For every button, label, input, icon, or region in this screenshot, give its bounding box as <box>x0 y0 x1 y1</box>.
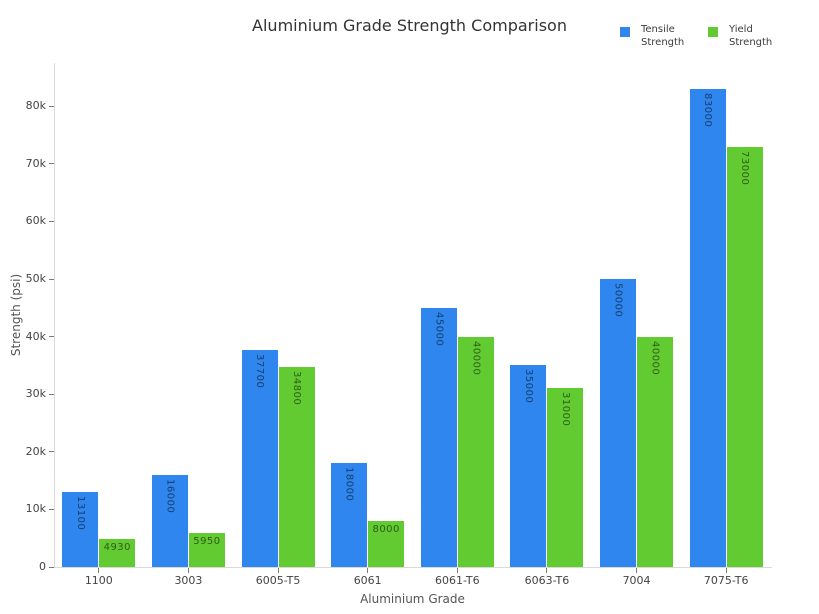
x-tick-mark <box>636 568 638 573</box>
bar-value-label: 83000 <box>702 92 714 128</box>
legend-item-yield-strength[interactable]: Yield Strength <box>708 23 779 49</box>
bar-value-label: 18000 <box>343 467 355 502</box>
bar-yield-strength-6063-T6[interactable] <box>547 388 584 567</box>
legend: Tensile Strength Yield Strength <box>620 23 779 49</box>
bar-tensile-strength-6005-T5[interactable] <box>241 349 278 567</box>
x-tick-mark <box>456 568 458 573</box>
bar-value-label: 45000 <box>433 311 445 347</box>
legend-item-label: Tensile Strength <box>641 24 685 48</box>
bar-value-label: 40000 <box>649 340 661 375</box>
bar-yield-strength-3003[interactable] <box>188 532 225 567</box>
x-tick-label: 6063-T6 <box>524 574 570 587</box>
y-tick-mark <box>49 451 54 453</box>
bar-tensile-strength-6061-T6[interactable] <box>420 307 457 567</box>
bar-value-label: 31000 <box>559 392 571 427</box>
bar-tensile-strength-6061[interactable] <box>331 463 368 567</box>
legend-item-tensile-strength[interactable]: Tensile Strength <box>620 23 691 49</box>
y-tick-label: 60k <box>25 214 46 228</box>
y-tick-mark <box>49 220 54 222</box>
bar-yield-strength-1100[interactable] <box>99 538 136 567</box>
x-tick-label: 6061 <box>353 574 382 587</box>
y-tick-label: 20k <box>25 444 46 458</box>
y-tick-mark <box>49 278 54 280</box>
x-tick-label: 6005-T5 <box>255 574 301 587</box>
x-tick-mark <box>367 568 369 573</box>
x-tick-label: 7004 <box>622 574 651 587</box>
y-axis-title: Strength (psi) <box>9 273 23 357</box>
x-tick-label: 3003 <box>174 574 203 587</box>
bar-tensile-strength-1100[interactable] <box>62 491 99 567</box>
bar-yield-strength-6061-T6[interactable] <box>457 336 494 567</box>
bar-value-label: 5950 <box>193 535 221 547</box>
bar-value-label: 13100 <box>74 495 86 530</box>
x-tick-label: 1100 <box>84 574 113 587</box>
bar-value-label: 34800 <box>291 370 303 405</box>
y-tick-mark <box>49 105 54 107</box>
x-tick-label: 6061-T6 <box>434 574 480 587</box>
y-tick-mark <box>49 163 54 165</box>
chart-title: Aluminium Grade Strength Comparison <box>252 16 567 35</box>
bar-yield-strength-7075-T6[interactable] <box>726 146 763 567</box>
y-tick-mark <box>49 508 54 510</box>
x-tick-mark <box>277 568 279 573</box>
bar-yield-strength-6061[interactable] <box>368 520 405 567</box>
bar-value-label: 50000 <box>612 283 624 318</box>
x-tick-label: 7075-T6 <box>703 574 749 587</box>
y-tick-label: 50k <box>25 272 46 285</box>
plot-area <box>54 63 772 568</box>
bar-value-label: 73000 <box>739 150 751 185</box>
bar-value-label: 37700 <box>254 353 266 389</box>
x-tick-mark <box>187 568 189 573</box>
y-tick-mark <box>49 393 54 395</box>
y-tick-label: 10k <box>25 502 46 516</box>
x-tick-mark <box>98 568 100 573</box>
legend-item-label: Yield Strength <box>729 24 773 48</box>
y-tick-mark <box>49 566 54 568</box>
legend-swatch-tensile-strength <box>620 27 630 37</box>
y-tick-label: 70k <box>25 156 46 170</box>
bar-value-label: 8000 <box>372 523 400 535</box>
x-tick-mark <box>546 568 548 573</box>
y-tick-label: 30k <box>25 387 46 401</box>
bar-yield-strength-7004[interactable] <box>637 336 674 567</box>
y-tick-label: 0 <box>39 560 46 573</box>
y-tick-mark <box>49 336 54 338</box>
x-tick-mark <box>725 568 727 573</box>
y-tick-label: 80k <box>25 99 46 113</box>
bar-value-label: 35000 <box>522 369 534 404</box>
bar-value-label: 40000 <box>470 340 482 375</box>
bar-tensile-strength-7075-T6[interactable] <box>689 88 726 567</box>
bar-tensile-strength-3003[interactable] <box>151 474 188 567</box>
bar-tensile-strength-6063-T6[interactable] <box>510 365 547 567</box>
bar-yield-strength-6005-T5[interactable] <box>278 366 315 567</box>
x-axis-title: Aluminium Grade <box>360 592 465 606</box>
y-tick-label: 40k <box>25 329 46 343</box>
legend-swatch-yield-strength <box>708 27 718 37</box>
bar-tensile-strength-7004[interactable] <box>600 279 637 567</box>
bar-value-label: 16000 <box>164 478 176 514</box>
bar-value-label: 4930 <box>103 541 132 553</box>
